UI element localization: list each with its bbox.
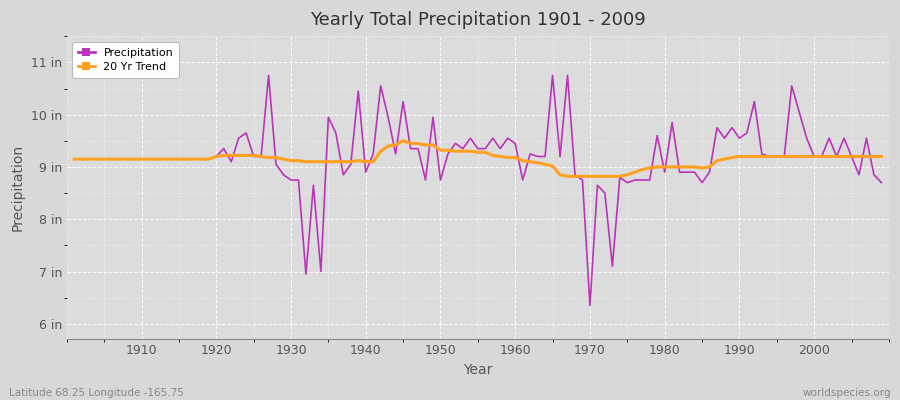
X-axis label: Year: Year: [464, 363, 492, 377]
Text: worldspecies.org: worldspecies.org: [803, 388, 891, 398]
Text: Latitude 68.25 Longitude -165.75: Latitude 68.25 Longitude -165.75: [9, 388, 184, 398]
Y-axis label: Precipitation: Precipitation: [11, 144, 25, 232]
Title: Yearly Total Precipitation 1901 - 2009: Yearly Total Precipitation 1901 - 2009: [310, 11, 645, 29]
Legend: Precipitation, 20 Yr Trend: Precipitation, 20 Yr Trend: [72, 42, 179, 78]
